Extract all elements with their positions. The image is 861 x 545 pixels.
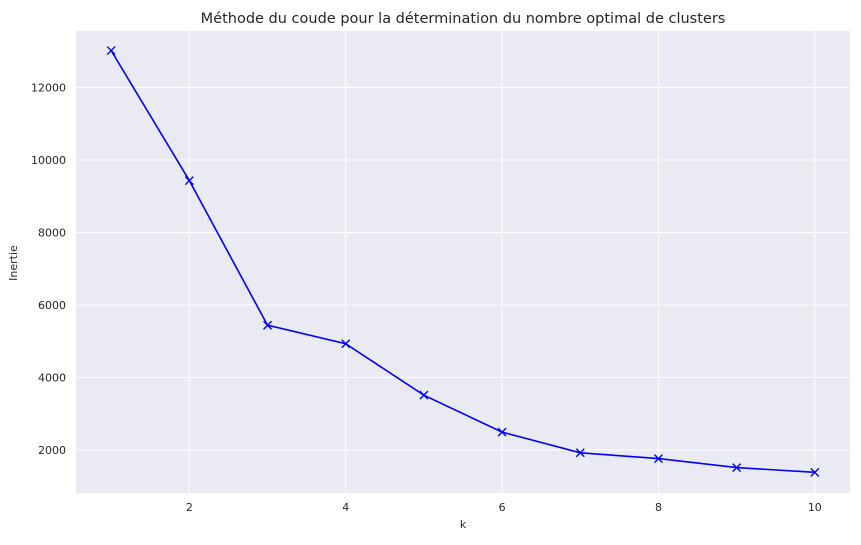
chart-title: Méthode du coude pour la détermination d… bbox=[201, 11, 726, 27]
series-line bbox=[110, 50, 815, 474]
y-tick-label: 6000 bbox=[38, 299, 66, 312]
series-inertia bbox=[106, 46, 820, 477]
data-point-marker bbox=[732, 463, 742, 473]
axis-ticks: 2 4 6 8 10 2000 4000 6000 8000 10000 12000 bbox=[31, 82, 822, 514]
x-tick-label: 10 bbox=[808, 501, 822, 514]
data-point-marker bbox=[263, 320, 273, 330]
x-axis-label: k bbox=[460, 518, 467, 531]
grid bbox=[76, 31, 850, 493]
data-point-marker bbox=[106, 46, 116, 56]
data-point-marker bbox=[653, 454, 663, 464]
y-tick-label: 2000 bbox=[38, 444, 66, 457]
data-point-marker bbox=[810, 467, 820, 477]
data-point-marker bbox=[184, 176, 194, 186]
x-tick-label: 4 bbox=[342, 501, 349, 514]
data-point-marker bbox=[575, 448, 585, 458]
y-tick-label: 4000 bbox=[38, 371, 66, 384]
data-point-marker bbox=[497, 427, 507, 437]
data-point-marker bbox=[419, 390, 429, 400]
y-tick-label: 8000 bbox=[38, 226, 66, 239]
plot-area bbox=[76, 31, 850, 493]
y-axis-label: Inertie bbox=[7, 245, 20, 281]
y-tick-label: 12000 bbox=[31, 82, 66, 95]
y-tick-label: 10000 bbox=[31, 154, 66, 167]
x-tick-label: 6 bbox=[499, 501, 506, 514]
x-tick-label: 2 bbox=[186, 501, 193, 514]
x-tick-label: 8 bbox=[655, 501, 662, 514]
data-point-marker bbox=[341, 339, 351, 349]
